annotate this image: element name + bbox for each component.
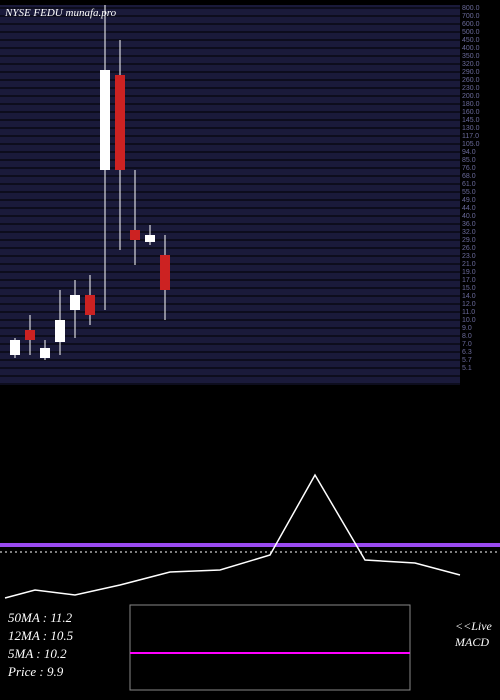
svg-text:350.0: 350.0 xyxy=(462,53,480,60)
svg-text:76.0: 76.0 xyxy=(462,165,476,172)
svg-text:130.0: 130.0 xyxy=(462,125,480,132)
svg-text:44.0: 44.0 xyxy=(462,205,476,212)
svg-text:94.0: 94.0 xyxy=(462,149,476,156)
stat-line: 50MA : 11.2 xyxy=(8,610,73,625)
svg-text:260.0: 260.0 xyxy=(462,77,480,84)
svg-text:55.0: 55.0 xyxy=(462,189,476,196)
histogram-border xyxy=(130,605,410,690)
svg-text:15.0: 15.0 xyxy=(462,285,476,292)
svg-text:145.0: 145.0 xyxy=(462,117,480,124)
svg-text:320.0: 320.0 xyxy=(462,61,480,68)
svg-text:11.0: 11.0 xyxy=(462,309,475,316)
stat-line: 5MA : 10.2 xyxy=(8,646,67,661)
stats-readout: 50MA : 11.2 12MA : 10.5 5MA : 10.2 Price : … xyxy=(7,610,74,679)
svg-text:500.0: 500.0 xyxy=(462,29,480,36)
macd-panel: <<Live MACD xyxy=(0,385,500,649)
svg-text:290.0: 290.0 xyxy=(462,69,480,76)
svg-text:700.0: 700.0 xyxy=(462,13,480,20)
svg-text:32.0: 32.0 xyxy=(462,229,476,236)
svg-text:450.0: 450.0 xyxy=(462,37,480,44)
svg-text:49.0: 49.0 xyxy=(462,197,476,204)
svg-text:14.0: 14.0 xyxy=(462,293,476,300)
svg-text:68.0: 68.0 xyxy=(462,173,476,180)
stock-chart-container: 800.0700.0600.0500.0450.0400.0350.0320.0… xyxy=(0,0,500,700)
svg-text:9.0: 9.0 xyxy=(462,325,472,332)
svg-text:5.1: 5.1 xyxy=(462,365,472,372)
svg-text:105.0: 105.0 xyxy=(462,141,480,148)
svg-text:17.0: 17.0 xyxy=(462,277,476,284)
stat-line: 12MA : 10.5 xyxy=(8,628,74,643)
macd-label: MACD xyxy=(454,635,489,649)
svg-text:400.0: 400.0 xyxy=(462,45,480,52)
svg-text:230.0: 230.0 xyxy=(462,85,480,92)
svg-text:40.0: 40.0 xyxy=(462,213,476,220)
svg-text:7.0: 7.0 xyxy=(462,341,472,348)
macd-background xyxy=(0,385,500,605)
stat-line: Price : 9.9 xyxy=(7,664,64,679)
svg-text:10.0: 10.0 xyxy=(462,317,476,324)
svg-text:160.0: 160.0 xyxy=(462,109,480,116)
chart-title: NYSE FEDU munafa.pro xyxy=(4,7,117,19)
svg-text:117.0: 117.0 xyxy=(462,133,479,140)
svg-text:6.3: 6.3 xyxy=(462,349,472,356)
svg-text:8.0: 8.0 xyxy=(462,333,472,340)
svg-text:180.0: 180.0 xyxy=(462,101,480,108)
histogram-box xyxy=(130,605,410,690)
histogram-bar xyxy=(130,652,410,654)
svg-text:5.7: 5.7 xyxy=(462,357,472,364)
svg-text:36.0: 36.0 xyxy=(462,221,476,228)
svg-text:600.0: 600.0 xyxy=(462,21,480,28)
svg-text:800.0: 800.0 xyxy=(462,5,480,12)
svg-text:61.0: 61.0 xyxy=(462,181,476,188)
svg-text:23.0: 23.0 xyxy=(462,253,476,260)
svg-text:26.0: 26.0 xyxy=(462,245,476,252)
svg-text:12.0: 12.0 xyxy=(462,301,476,308)
y-axis-labels: 800.0700.0600.0500.0450.0400.0350.0320.0… xyxy=(462,5,480,372)
svg-text:19.0: 19.0 xyxy=(462,269,476,276)
svg-text:85.0: 85.0 xyxy=(462,157,476,164)
macd-live-label: <<Live xyxy=(455,619,493,633)
chart-svg: 800.0700.0600.0500.0450.0400.0350.0320.0… xyxy=(0,0,500,700)
svg-text:21.0: 21.0 xyxy=(462,261,476,268)
candlestick-panel: 800.0700.0600.0500.0450.0400.0350.0320.0… xyxy=(0,5,480,385)
svg-text:200.0: 200.0 xyxy=(462,93,480,100)
svg-text:29.0: 29.0 xyxy=(462,237,476,244)
